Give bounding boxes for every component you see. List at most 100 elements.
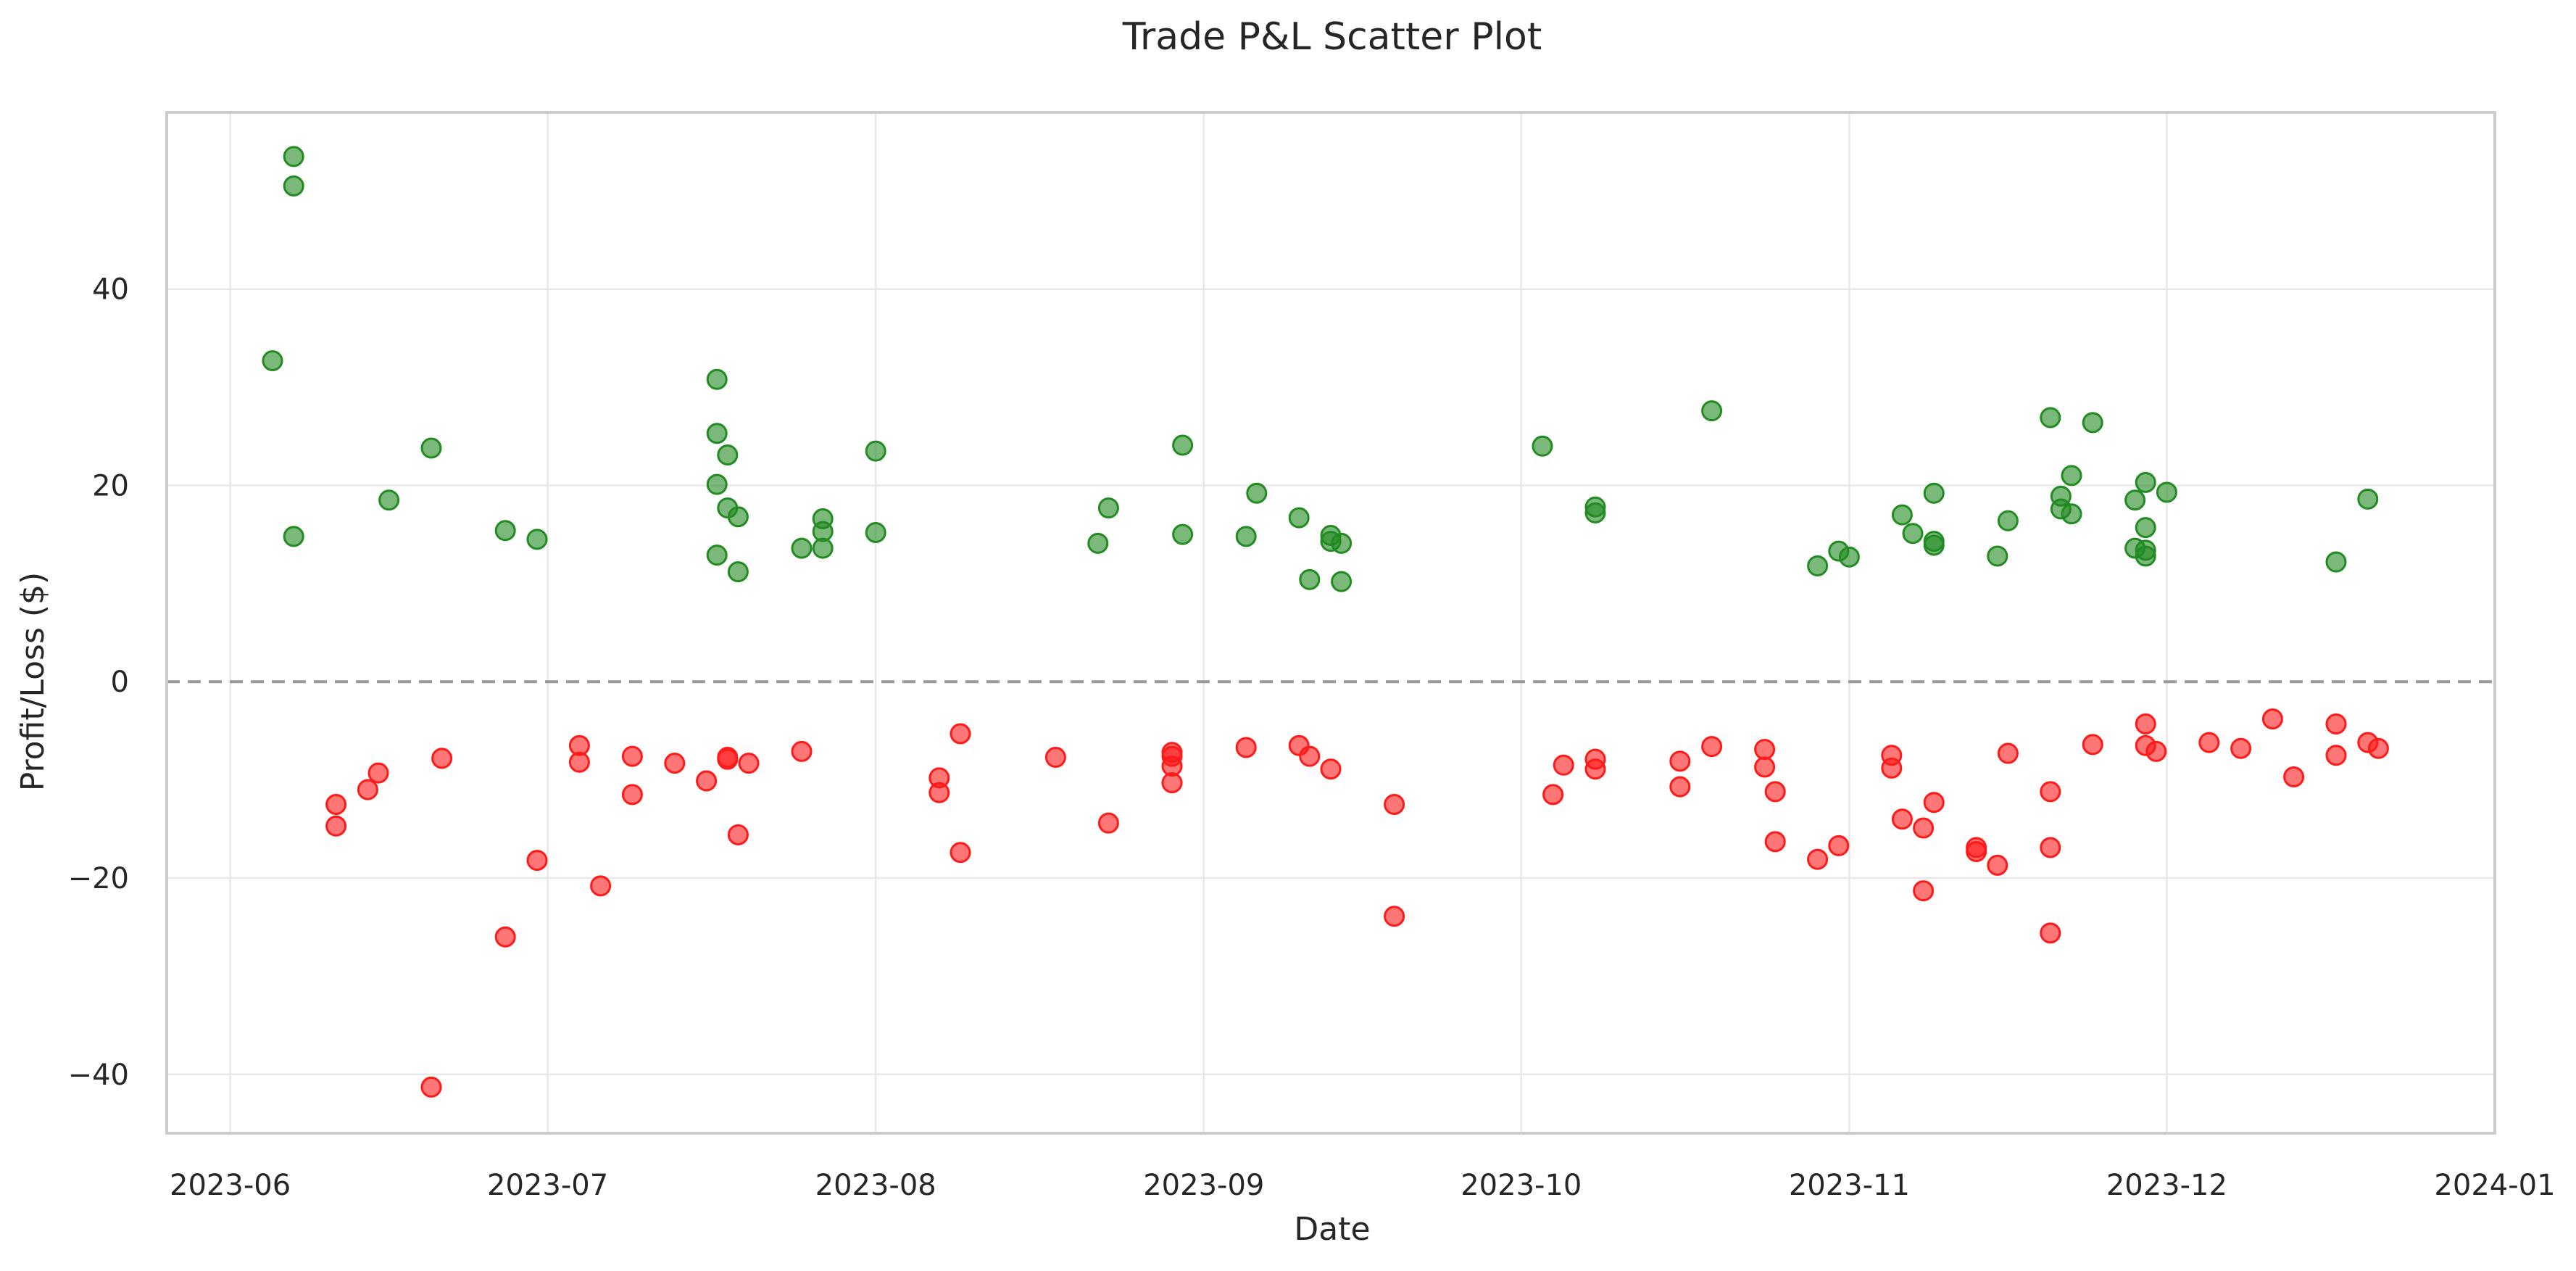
data-point xyxy=(526,850,548,872)
data-point xyxy=(727,824,749,845)
data-point xyxy=(1384,906,1405,927)
data-point xyxy=(1997,742,2019,764)
y-tick-label: 0 xyxy=(111,666,129,699)
data-point xyxy=(568,751,590,773)
data-point xyxy=(1532,435,1553,457)
data-point xyxy=(1923,792,1945,813)
data-point xyxy=(1097,497,1119,519)
data-point xyxy=(727,561,749,583)
data-point xyxy=(431,748,453,769)
data-point xyxy=(1764,831,1786,853)
data-point xyxy=(367,762,389,784)
data-point xyxy=(2135,713,2156,734)
data-point xyxy=(950,723,971,745)
plot-frame xyxy=(165,111,2496,1135)
data-point xyxy=(2367,737,2389,759)
x-tick-label: 2023-07 xyxy=(487,1169,608,1202)
data-point xyxy=(2135,545,2156,567)
data-point xyxy=(1913,817,1935,839)
data-point xyxy=(706,368,728,390)
data-point xyxy=(791,740,813,762)
data-point xyxy=(812,537,834,559)
y-tick-labels: −40 −20 0 20 40 xyxy=(68,273,129,1092)
data-point xyxy=(2198,732,2220,753)
data-point xyxy=(1161,772,1183,794)
data-point xyxy=(1807,555,1829,576)
data-point xyxy=(2156,481,2177,503)
data-point xyxy=(2040,837,2061,858)
data-point xyxy=(1044,746,1066,768)
data-point xyxy=(1828,835,1850,856)
data-point xyxy=(1553,754,1574,776)
data-point xyxy=(283,146,304,167)
grid-lines xyxy=(167,112,2496,1133)
data-point xyxy=(865,440,886,462)
data-point xyxy=(706,423,728,444)
data-point xyxy=(1172,434,1194,456)
data-point xyxy=(1701,736,1723,758)
data-point xyxy=(2325,551,2347,573)
chart-title: Trade P&L Scatter Plot xyxy=(1122,15,1542,59)
data-point xyxy=(325,815,347,837)
data-point xyxy=(1754,739,1776,761)
data-point xyxy=(621,784,643,806)
data-point xyxy=(1246,482,1268,504)
y-tick-label: −20 xyxy=(68,862,129,895)
data-point xyxy=(1807,848,1829,870)
data-point xyxy=(494,926,516,948)
x-tick-label: 2023-12 xyxy=(2106,1169,2227,1202)
data-point xyxy=(2061,465,2082,487)
data-point xyxy=(1923,482,1945,504)
data-point xyxy=(494,520,516,542)
data-point xyxy=(1987,545,2008,567)
data-point xyxy=(1235,737,1257,758)
data-point xyxy=(2325,745,2347,766)
data-point xyxy=(2082,412,2103,434)
data-point xyxy=(1966,840,1987,862)
data-point xyxy=(1331,532,1353,554)
x-tick-label: 2024-01 xyxy=(2434,1169,2555,1202)
data-point xyxy=(2145,740,2167,762)
data-point xyxy=(325,793,347,815)
data-point xyxy=(717,748,739,770)
data-point xyxy=(1235,526,1257,547)
data-point xyxy=(1923,534,1945,556)
data-point xyxy=(1584,758,1606,780)
data-point xyxy=(1542,784,1564,806)
data-point xyxy=(1288,507,1310,529)
x-tick-labels: 2023-06 2023-07 2023-08 2023-09 2023-10 2023-… xyxy=(170,1169,2556,1202)
data-point xyxy=(283,526,304,547)
data-point xyxy=(1320,758,1342,780)
data-point xyxy=(283,175,304,197)
data-point xyxy=(526,529,548,550)
data-point xyxy=(2040,407,2061,429)
data-point xyxy=(357,779,378,800)
data-point xyxy=(727,506,749,528)
data-point xyxy=(420,437,442,459)
data-point xyxy=(1891,808,1913,830)
data-point xyxy=(1764,781,1786,803)
data-point xyxy=(1838,546,1860,568)
x-tick-label: 2023-10 xyxy=(1461,1169,1582,1202)
data-point xyxy=(2061,503,2082,525)
data-point xyxy=(738,753,760,774)
data-point xyxy=(2283,766,2305,788)
x-tick-label: 2023-09 xyxy=(1143,1169,1264,1202)
data-point xyxy=(1669,750,1691,772)
data-point xyxy=(928,782,950,803)
data-point xyxy=(950,842,971,864)
y-tick-label: 20 xyxy=(92,469,129,502)
x-tick-label: 2023-11 xyxy=(1789,1169,1910,1202)
data-point xyxy=(2040,922,2061,944)
data-point xyxy=(1299,745,1321,767)
data-point xyxy=(1701,400,1723,422)
y-axis-label: Profit/Loss ($) xyxy=(14,572,51,791)
x-tick-label: 2023-08 xyxy=(815,1169,936,1202)
data-point xyxy=(2325,713,2347,734)
data-point xyxy=(1891,504,1913,526)
data-point xyxy=(1881,757,1903,779)
x-tick-label: 2023-06 xyxy=(170,1169,291,1202)
data-point xyxy=(1384,793,1405,815)
data-point xyxy=(2082,734,2103,755)
data-point xyxy=(2357,488,2379,510)
